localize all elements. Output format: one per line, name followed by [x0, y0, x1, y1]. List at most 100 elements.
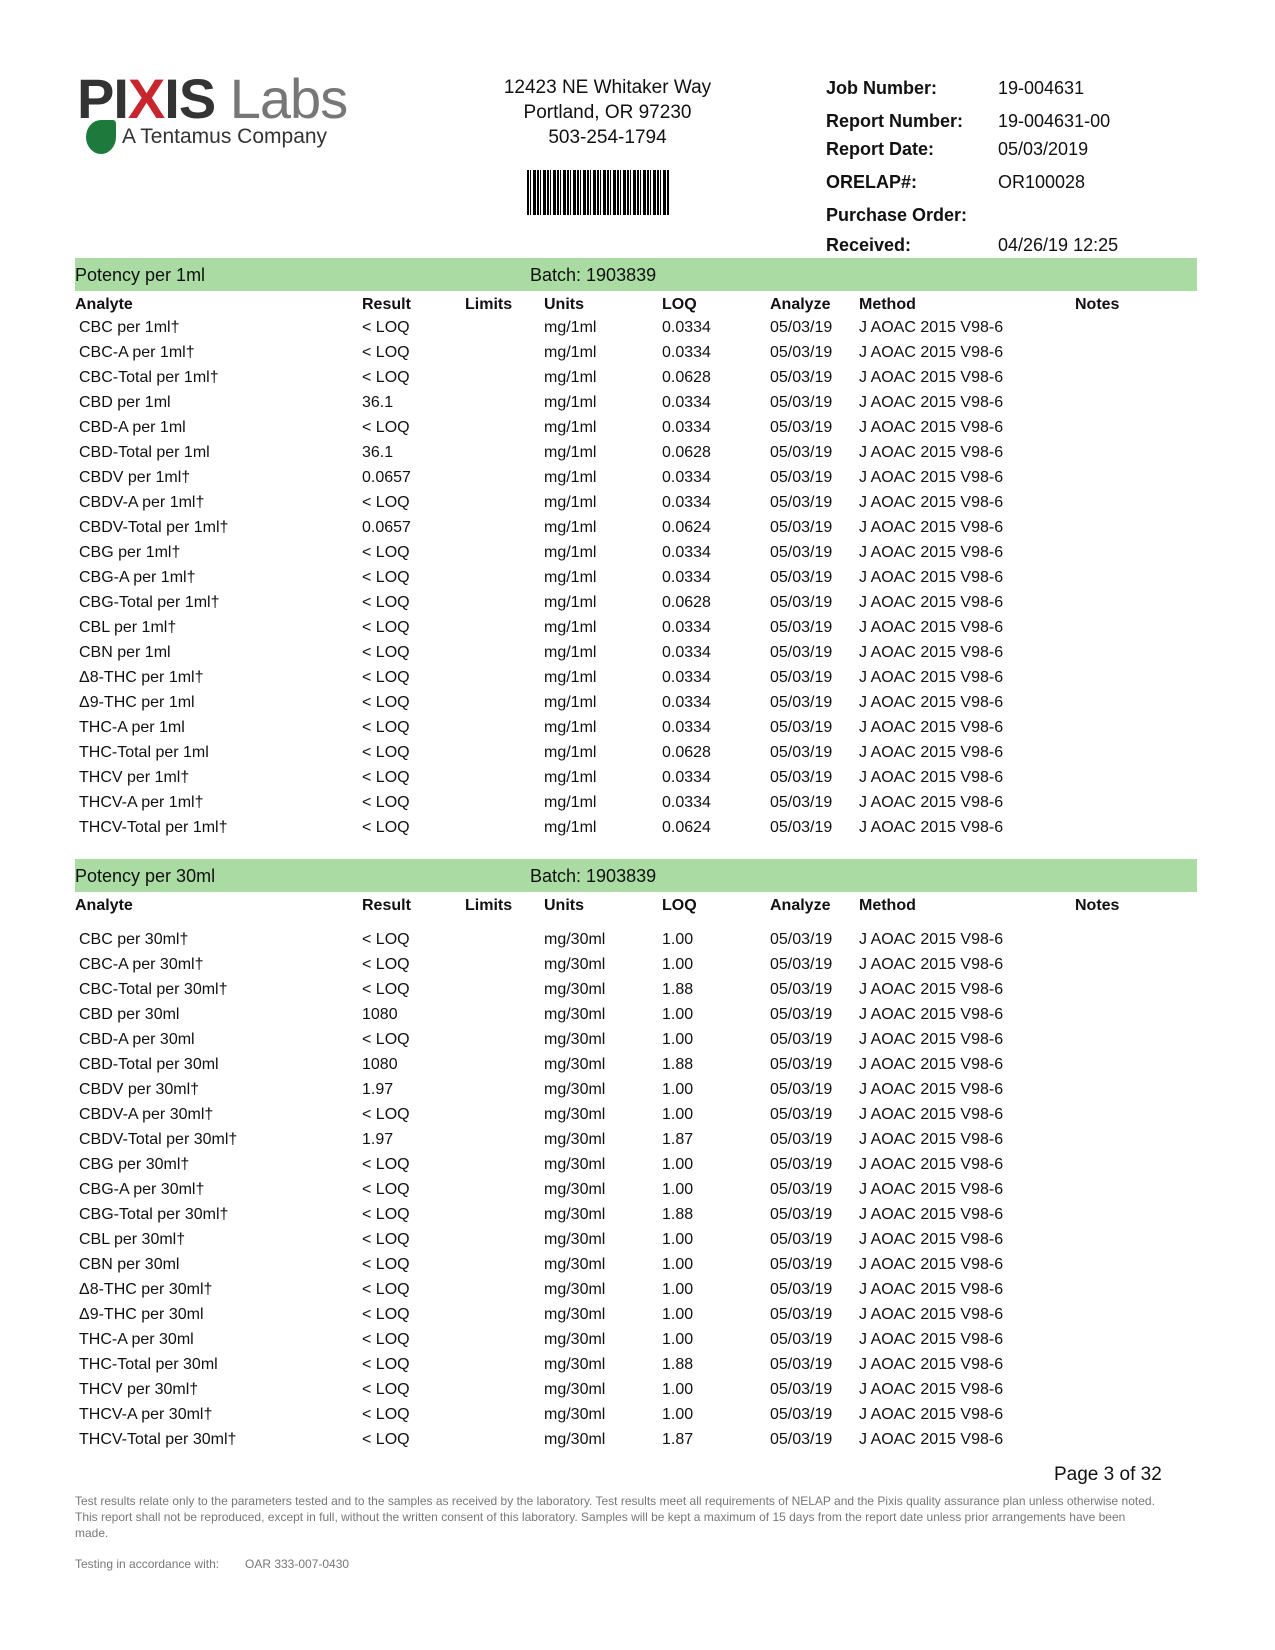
- cell-result: 36.1: [362, 444, 394, 461]
- cell-analyte: Δ8-THC per 30ml†: [79, 1281, 213, 1298]
- cell-units: mg/30ml: [544, 1106, 606, 1123]
- cell-analyze: 05/03/19: [770, 669, 833, 686]
- table-row: CBDV per 30ml† 1.97 mg/30ml 1.00 05/03/19 J A…: [0, 1081, 1275, 1106]
- column-header: Result: [362, 296, 411, 313]
- batch-label: Batch: 1903839: [530, 265, 657, 285]
- table-row: CBG-A per 1ml† < LOQ mg/1ml 0.0334 05/03/19 J…: [0, 569, 1275, 594]
- cell-result: < LOQ: [362, 544, 410, 561]
- cell-method: J AOAC 2015 V98-6: [859, 794, 1004, 811]
- cell-method: J AOAC 2015 V98-6: [859, 644, 1004, 661]
- cell-analyze: 05/03/19: [770, 419, 833, 436]
- cell-analyte: CBL per 30ml†: [79, 1231, 186, 1248]
- cell-loq: 1.88: [662, 1056, 694, 1073]
- cell-method: J AOAC 2015 V98-6: [859, 1256, 1004, 1273]
- cell-result: < LOQ: [362, 619, 410, 636]
- cell-method: J AOAC 2015 V98-6: [859, 1056, 1004, 1073]
- table-row: CBL per 30ml† < LOQ mg/30ml 1.00 05/03/19 J A…: [0, 1231, 1275, 1256]
- cell-analyze: 05/03/19: [770, 469, 833, 486]
- cell-analyte: Δ8-THC per 1ml†: [79, 669, 204, 686]
- cell-analyte: CBC-Total per 30ml†: [79, 981, 228, 998]
- cell-method: J AOAC 2015 V98-6: [859, 619, 1004, 636]
- cell-analyte: THCV-Total per 1ml†: [79, 819, 228, 836]
- cell-analyze: 05/03/19: [770, 1256, 833, 1273]
- cell-analyze: 05/03/19: [770, 1131, 833, 1148]
- cell-loq: 1.88: [662, 1206, 694, 1223]
- cell-method: J AOAC 2015 V98-6: [859, 494, 1004, 511]
- cell-method: J AOAC 2015 V98-6: [859, 1281, 1004, 1298]
- barcode: [527, 170, 669, 215]
- cell-result: < LOQ: [362, 1356, 410, 1373]
- cell-method: J AOAC 2015 V98-6: [859, 1181, 1004, 1198]
- cell-method: J AOAC 2015 V98-6: [859, 344, 1004, 361]
- cell-analyte: CBG per 1ml†: [79, 544, 181, 561]
- cell-result: < LOQ: [362, 956, 410, 973]
- cell-analyze: 05/03/19: [770, 794, 833, 811]
- cell-method: J AOAC 2015 V98-6: [859, 981, 1004, 998]
- cell-analyte: CBN per 30ml: [79, 1256, 180, 1273]
- address-line2: Portland, OR 97230: [523, 102, 692, 123]
- cell-method: J AOAC 2015 V98-6: [859, 1156, 1004, 1173]
- cell-method: J AOAC 2015 V98-6: [859, 719, 1004, 736]
- column-header: LOQ: [662, 897, 697, 914]
- address-line1: 12423 NE Whitaker Way: [503, 77, 712, 98]
- cell-result: < LOQ: [362, 594, 410, 611]
- cell-units: mg/1ml: [544, 344, 597, 361]
- cell-loq: 1.00: [662, 1256, 694, 1273]
- cell-analyze: 05/03/19: [770, 1356, 833, 1373]
- cell-method: J AOAC 2015 V98-6: [859, 1331, 1004, 1348]
- table-row: CBD per 30ml 1080 mg/30ml 1.00 05/03/19 J AOA…: [0, 1006, 1275, 1031]
- cell-analyte: Δ9-THC per 30ml: [79, 1306, 204, 1323]
- cell-analyze: 05/03/19: [770, 444, 833, 461]
- cell-analyte: THC-A per 1ml: [79, 719, 185, 736]
- cell-units: mg/30ml: [544, 981, 606, 998]
- cell-analyze: 05/03/19: [770, 1281, 833, 1298]
- cell-analyze: 05/03/19: [770, 1081, 833, 1098]
- cell-analyze: 05/03/19: [770, 1181, 833, 1198]
- cell-result: < LOQ: [362, 694, 410, 711]
- cell-method: J AOAC 2015 V98-6: [859, 394, 1004, 411]
- section-title: Potency per 30ml: [75, 866, 216, 886]
- cell-loq: 0.0628: [662, 369, 711, 386]
- table-row: CBC per 30ml† < LOQ mg/30ml 1.00 05/03/19 J A…: [0, 931, 1275, 956]
- info-value: OR100028: [998, 172, 1086, 192]
- phone: 503-254-1794: [548, 127, 667, 148]
- cell-units: mg/1ml: [544, 369, 597, 386]
- cell-units: mg/30ml: [544, 1281, 606, 1298]
- table-row: CBDV-Total per 1ml† 0.0657 mg/1ml 0.0624 05/…: [0, 519, 1275, 544]
- cell-analyte: CBDV per 1ml†: [79, 469, 191, 486]
- info-label: Report Date:: [826, 139, 935, 159]
- cell-analyze: 05/03/19: [770, 1206, 833, 1223]
- cell-analyze: 05/03/19: [770, 519, 833, 536]
- cell-analyze: 05/03/19: [770, 1106, 833, 1123]
- cell-units: mg/30ml: [544, 1231, 606, 1248]
- cell-result: < LOQ: [362, 569, 410, 586]
- cell-analyze: 05/03/19: [770, 319, 833, 336]
- cell-units: mg/30ml: [544, 1206, 606, 1223]
- cell-units: mg/30ml: [544, 1406, 606, 1423]
- cell-loq: 1.88: [662, 981, 694, 998]
- cell-method: J AOAC 2015 V98-6: [859, 1381, 1004, 1398]
- cell-units: mg/1ml: [544, 794, 597, 811]
- cell-analyze: 05/03/19: [770, 931, 833, 948]
- cell-analyte: CBDV-A per 1ml†: [79, 494, 205, 511]
- cell-analyte: CBC-A per 1ml†: [79, 344, 195, 361]
- table-row: THCV per 1ml† < LOQ mg/1ml 0.0334 05/03/19 J …: [0, 769, 1275, 794]
- cell-loq: 0.0628: [662, 744, 711, 761]
- cell-units: mg/30ml: [544, 1431, 606, 1448]
- cell-loq: 1.00: [662, 1106, 694, 1123]
- cell-analyte: CBD per 30ml: [79, 1006, 180, 1023]
- cell-analyte: CBD-A per 1ml: [79, 419, 186, 436]
- testing-value: OAR 333-007-0430: [245, 1557, 350, 1571]
- cell-result: < LOQ: [362, 644, 410, 661]
- cell-units: mg/30ml: [544, 1181, 606, 1198]
- cell-loq: 0.0628: [662, 444, 711, 461]
- cell-analyze: 05/03/19: [770, 344, 833, 361]
- cell-analyze: 05/03/19: [770, 369, 833, 386]
- cell-loq: 0.0334: [662, 569, 711, 586]
- cell-analyze: 05/03/19: [770, 1381, 833, 1398]
- cell-analyze: 05/03/19: [770, 1156, 833, 1173]
- cell-result: 1.97: [362, 1081, 394, 1098]
- cell-loq: 1.00: [662, 1406, 694, 1423]
- cell-method: J AOAC 2015 V98-6: [859, 444, 1004, 461]
- cell-loq: 0.0334: [662, 394, 711, 411]
